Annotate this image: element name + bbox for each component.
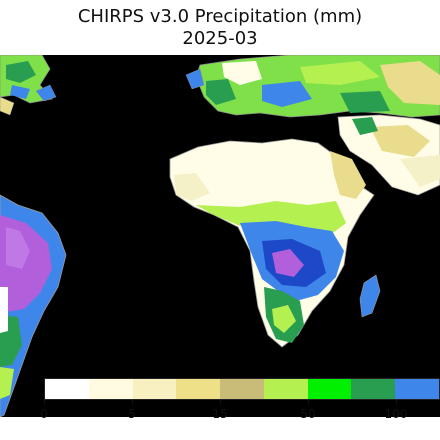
colorbar: [44, 378, 440, 400]
colorbar-swatch: [351, 379, 396, 399]
colorbar-swatch: [88, 379, 133, 399]
colorbar-swatch: [395, 379, 440, 399]
colorbar-tick-mark: [308, 400, 309, 405]
colorbar-tick-label: 50: [300, 407, 316, 421]
colorbar-swatch: [45, 379, 89, 399]
colorbar-tick-label: 15: [212, 407, 228, 421]
colorbar-ticks: 0 5 15 50 100: [0, 400, 440, 440]
colorbar-swatch: [307, 379, 352, 399]
colorbar-tick-mark: [44, 400, 45, 405]
colorbar-swatch: [263, 379, 308, 399]
colorbar-tick-label: 100: [384, 407, 408, 421]
colorbar-tick-label: 0: [40, 407, 48, 421]
colorbar-swatch: [132, 379, 177, 399]
colorbar-swatch: [220, 379, 264, 399]
region-madagascar: [359, 274, 381, 318]
precipitation-map: [0, 55, 440, 417]
map-title-line2: 2025-03: [182, 28, 258, 49]
map-svg: [0, 55, 440, 417]
colorbar-tick-mark: [396, 400, 397, 405]
map-title-line1: CHIRPS v3.0 Precipitation (mm): [77, 6, 363, 27]
colorbar-tick-mark: [132, 400, 133, 405]
colorbar-swatch: [176, 379, 221, 399]
colorbar-tick-mark: [220, 400, 221, 405]
colorbar-tick-label: 5: [128, 407, 136, 421]
